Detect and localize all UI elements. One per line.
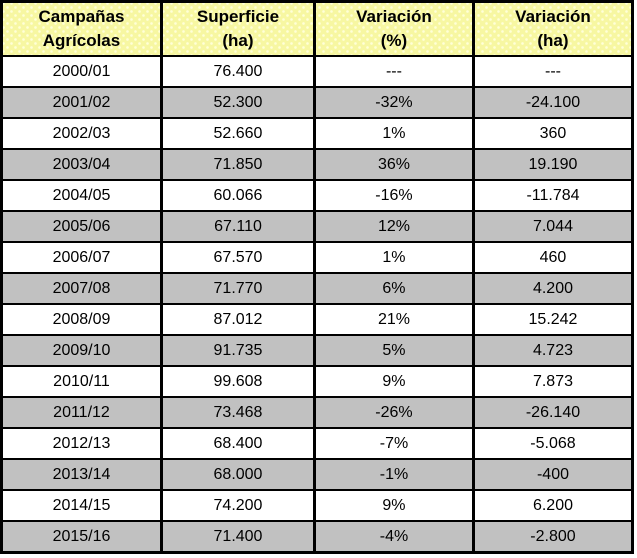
column-header-line: Superficie bbox=[196, 7, 280, 26]
column-header-line: Variación bbox=[356, 7, 432, 26]
column-header-campanas: Campañas Agrícolas bbox=[0, 0, 163, 57]
column-header-line: Variación bbox=[515, 7, 591, 26]
table-row: 2007/08 71.770 6% 4.200 bbox=[0, 272, 635, 305]
table-row: 2002/03 52.660 1% 360 bbox=[0, 117, 635, 150]
cell-variacion-pct: -1% bbox=[312, 458, 475, 491]
cell-campaign: 2012/13 bbox=[0, 427, 163, 460]
table-row: 2011/12 73.468 -26% -26.140 bbox=[0, 396, 635, 429]
table-row: 2009/10 91.735 5% 4.723 bbox=[0, 334, 635, 367]
cell-superficie: 71.770 bbox=[160, 272, 316, 305]
cell-variacion-ha: 360 bbox=[471, 117, 635, 150]
table-row: 2006/07 67.570 1% 460 bbox=[0, 241, 635, 274]
cell-variacion-ha: 19.190 bbox=[471, 148, 635, 181]
cell-variacion-ha: 4.723 bbox=[471, 334, 635, 367]
cell-superficie: 52.660 bbox=[160, 117, 316, 150]
table-row: 2010/11 99.608 9% 7.873 bbox=[0, 365, 635, 398]
cell-campaign: 2003/04 bbox=[0, 148, 163, 181]
cell-variacion-pct: 9% bbox=[312, 489, 475, 522]
cell-variacion-pct: 9% bbox=[312, 365, 475, 398]
cell-superficie: 68.400 bbox=[160, 427, 316, 460]
cell-variacion-ha: 15.242 bbox=[471, 303, 635, 336]
cell-variacion-pct: 1% bbox=[312, 117, 475, 150]
cell-superficie: 68.000 bbox=[160, 458, 316, 491]
cell-campaign: 2009/10 bbox=[0, 334, 163, 367]
table-row: 2000/01 76.400 --- --- bbox=[0, 55, 635, 88]
cell-variacion-pct: 5% bbox=[312, 334, 475, 367]
cell-variacion-pct: 21% bbox=[312, 303, 475, 336]
cell-superficie: 67.110 bbox=[160, 210, 316, 243]
table-row: 2003/04 71.850 36% 19.190 bbox=[0, 148, 635, 181]
table-row: 2015/16 71.400 -4% -2.800 bbox=[0, 520, 635, 554]
cell-superficie: 74.200 bbox=[160, 489, 316, 522]
cell-campaign: 2011/12 bbox=[0, 396, 163, 429]
cell-variacion-pct: -7% bbox=[312, 427, 475, 460]
column-header-variacion-ha: Variación (ha) bbox=[471, 0, 635, 57]
cell-superficie: 71.850 bbox=[160, 148, 316, 181]
cell-variacion-ha: --- bbox=[471, 55, 635, 88]
table-row: 2008/09 87.012 21% 15.242 bbox=[0, 303, 635, 336]
cell-superficie: 76.400 bbox=[160, 55, 316, 88]
cell-campaign: 2002/03 bbox=[0, 117, 163, 150]
cell-campaign: 2005/06 bbox=[0, 210, 163, 243]
cell-variacion-pct: 1% bbox=[312, 241, 475, 274]
table-row: 2005/06 67.110 12% 7.044 bbox=[0, 210, 635, 243]
table-row: 2014/15 74.200 9% 6.200 bbox=[0, 489, 635, 522]
cell-variacion-ha: -11.784 bbox=[471, 179, 635, 212]
cell-superficie: 67.570 bbox=[160, 241, 316, 274]
cell-campaign: 2008/09 bbox=[0, 303, 163, 336]
cell-variacion-pct: 6% bbox=[312, 272, 475, 305]
header-row: Campañas Agrícolas Superficie (ha) Varia… bbox=[0, 0, 635, 57]
cell-campaign: 2014/15 bbox=[0, 489, 163, 522]
cell-variacion-ha: 4.200 bbox=[471, 272, 635, 305]
column-header-line: Campañas bbox=[38, 7, 125, 26]
cell-variacion-ha: -2.800 bbox=[471, 520, 635, 554]
cell-variacion-pct: 12% bbox=[312, 210, 475, 243]
table-row: 2013/14 68.000 -1% -400 bbox=[0, 458, 635, 491]
cell-superficie: 91.735 bbox=[160, 334, 316, 367]
cell-superficie: 71.400 bbox=[160, 520, 316, 554]
column-header-line: Agrícolas bbox=[42, 31, 121, 50]
column-header-variacion-pct: Variación (%) bbox=[312, 0, 475, 57]
cell-variacion-ha: -400 bbox=[471, 458, 635, 491]
cell-variacion-ha: 460 bbox=[471, 241, 635, 274]
cell-superficie: 99.608 bbox=[160, 365, 316, 398]
cell-campaign: 2006/07 bbox=[0, 241, 163, 274]
cell-variacion-pct: -16% bbox=[312, 179, 475, 212]
cell-campaign: 2004/05 bbox=[0, 179, 163, 212]
column-header-line: (ha) bbox=[537, 31, 569, 50]
cell-variacion-ha: 7.873 bbox=[471, 365, 635, 398]
column-header-line: (%) bbox=[380, 31, 408, 50]
cell-variacion-ha: -24.100 bbox=[471, 86, 635, 119]
table-row: 2001/02 52.300 -32% -24.100 bbox=[0, 86, 635, 119]
cell-campaign: 2013/14 bbox=[0, 458, 163, 491]
cell-variacion-ha: 6.200 bbox=[471, 489, 635, 522]
cell-variacion-ha: 7.044 bbox=[471, 210, 635, 243]
cell-variacion-ha: -5.068 bbox=[471, 427, 635, 460]
cell-variacion-pct: -32% bbox=[312, 86, 475, 119]
cell-campaign: 2001/02 bbox=[0, 86, 163, 119]
cell-superficie: 87.012 bbox=[160, 303, 316, 336]
cell-variacion-pct: -26% bbox=[312, 396, 475, 429]
cell-campaign: 2010/11 bbox=[0, 365, 163, 398]
cell-variacion-ha: -26.140 bbox=[471, 396, 635, 429]
cell-variacion-pct: --- bbox=[312, 55, 475, 88]
cell-variacion-pct: -4% bbox=[312, 520, 475, 554]
column-header-superficie: Superficie (ha) bbox=[160, 0, 316, 57]
cell-superficie: 73.468 bbox=[160, 396, 316, 429]
cell-campaign: 2000/01 bbox=[0, 55, 163, 88]
cell-campaign: 2015/16 bbox=[0, 520, 163, 554]
column-header-line: (ha) bbox=[222, 31, 254, 50]
cell-campaign: 2007/08 bbox=[0, 272, 163, 305]
table-row: 2004/05 60.066 -16% -11.784 bbox=[0, 179, 635, 212]
cell-superficie: 52.300 bbox=[160, 86, 316, 119]
table-row: 2012/13 68.400 -7% -5.068 bbox=[0, 427, 635, 460]
table-body: 2000/01 76.400 --- --- 2001/02 52.300 -3… bbox=[0, 55, 635, 554]
cell-superficie: 60.066 bbox=[160, 179, 316, 212]
cell-variacion-pct: 36% bbox=[312, 148, 475, 181]
